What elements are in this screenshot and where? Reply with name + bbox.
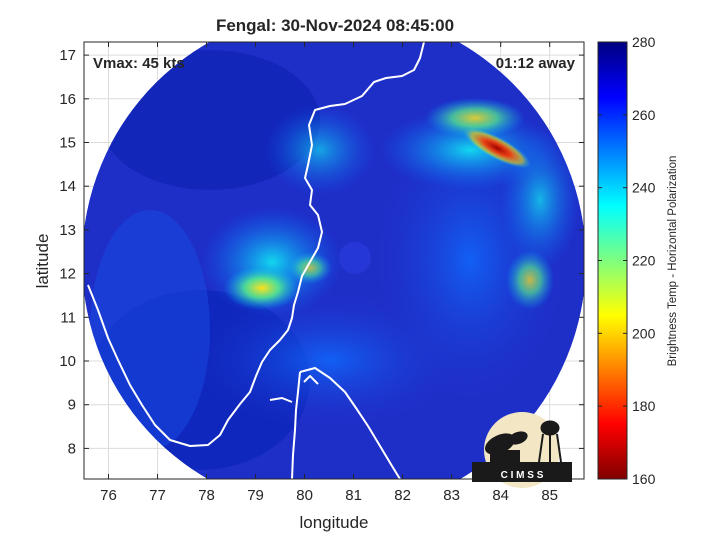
warm-rainband-west [224, 266, 300, 310]
y-tick-label: 15 [59, 135, 76, 152]
colorbar-tick-label: 200 [632, 325, 656, 341]
coastlines [87, 42, 425, 479]
y-tick-label: 11 [60, 309, 76, 326]
x-tick-label: 84 [492, 487, 509, 504]
yellow-band-northeast [425, 98, 525, 138]
x-tick-label: 85 [541, 487, 558, 504]
east-cells [506, 250, 554, 310]
x-tick-label: 76 [100, 487, 117, 504]
x-tick-label: 79 [247, 487, 264, 504]
colorbar-tick-label: 280 [632, 34, 656, 50]
colorbar-axis: 160 180 200 220 240 260 280 [598, 34, 656, 487]
x-tick-label: 81 [345, 487, 362, 504]
logo-text: C I M S S [501, 470, 544, 481]
vmax-annotation: Vmax: 45 kts [93, 55, 185, 72]
cimss-logo: C I M S S [472, 412, 572, 488]
x-tick-label: 82 [394, 487, 411, 504]
x-axis-label: longitude [299, 513, 368, 532]
y-tick-label: 13 [59, 222, 76, 239]
plot-area: 76 77 78 79 80 81 82 83 84 85 891011121314151617 … [59, 41, 585, 504]
cyan-band-north [265, 105, 375, 195]
y-tick-label: 9 [68, 397, 76, 414]
colorbar-label: Brightness Temp - Horizontal Polarizatio… [667, 156, 679, 367]
coastline-sri-lanka [291, 367, 401, 479]
colorbar-tick-label: 240 [632, 180, 656, 196]
cold-region-north [100, 50, 320, 190]
y-tick-label: 16 [59, 91, 76, 108]
colorbar: 160 180 200 220 240 260 280 Brightness Temp - … [597, 34, 679, 487]
x-tick-label: 78 [198, 487, 215, 504]
x-tick-label: 80 [296, 487, 313, 504]
x-tick-label: 83 [443, 487, 460, 504]
y-tick-label: 8 [68, 440, 76, 457]
y-axis: 8 9 10 11 12 13 14 15 16 17 [59, 47, 584, 457]
colorbar-tick-label: 160 [632, 471, 656, 487]
brightness-temp-swath [84, 42, 584, 479]
colorbar-tick-label: 180 [632, 398, 656, 414]
colorbar-strip [597, 41, 628, 480]
logo-ground [472, 462, 572, 482]
y-tick-label: 14 [59, 178, 76, 195]
plot-frame [83, 41, 585, 480]
storm-eye [339, 242, 371, 274]
warm-band-northeast [463, 127, 531, 169]
y-tick-label: 17 [59, 47, 76, 64]
logo-tower-icon [538, 420, 562, 463]
x-tick-label: 77 [149, 487, 166, 504]
y-tick-label: 12 [59, 266, 76, 283]
y-tick-label: 10 [59, 353, 76, 370]
warm-rainband-west-2 [288, 252, 332, 284]
coastline-india-east [87, 42, 425, 447]
x-axis: 76 77 78 79 80 81 82 83 84 85 [100, 42, 558, 504]
land-region [90, 210, 210, 450]
logo-dish-icon [485, 431, 528, 464]
time-away-annotation: 01:12 away [496, 55, 576, 72]
colorbar-tick-label: 260 [632, 107, 656, 123]
colorbar-tick-label: 220 [632, 253, 656, 269]
chart-title: Fengal: 30-Nov-2024 08:45:00 [216, 16, 454, 35]
palk-strait-islands [269, 375, 319, 403]
y-axis-label: latitude [33, 234, 52, 289]
